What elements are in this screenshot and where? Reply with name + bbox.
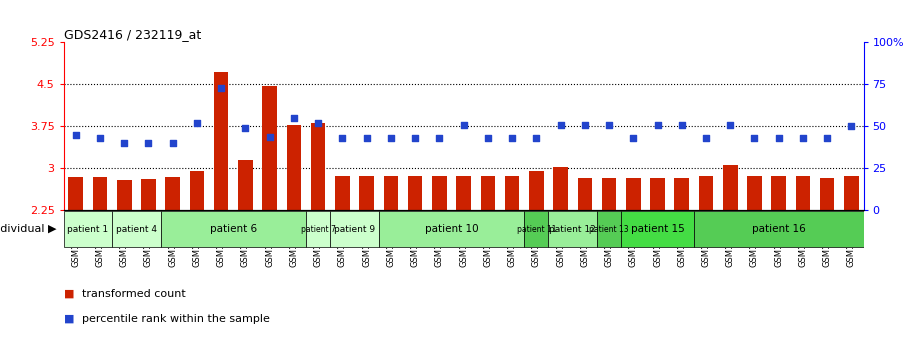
Text: individual ▶: individual ▶ (0, 224, 56, 234)
Point (311, 120, 325, 126)
Point (626, 135, 641, 141)
Bar (214, 72, 228, 211)
Text: transformed count: transformed count (82, 289, 185, 299)
Point (384, 135, 398, 141)
Bar (456, 176, 471, 211)
Bar (311, 122, 325, 211)
Bar (384, 176, 398, 211)
Point (699, 135, 714, 141)
Bar (64, 211, 112, 247)
Point (165, 141, 180, 146)
Bar (524, 211, 548, 247)
Bar (330, 211, 379, 247)
Point (190, 120, 205, 126)
Text: patient 13: patient 13 (589, 225, 629, 234)
Point (747, 135, 762, 141)
Bar (723, 165, 737, 211)
Text: patient 4: patient 4 (115, 225, 157, 234)
Bar (650, 178, 664, 211)
Bar (165, 177, 180, 211)
Point (844, 124, 859, 129)
Point (650, 122, 664, 128)
Point (408, 135, 423, 141)
Point (238, 125, 253, 131)
Bar (117, 180, 132, 211)
Bar (68, 177, 83, 211)
Bar (432, 176, 446, 211)
Bar (504, 176, 519, 211)
Point (481, 135, 495, 141)
Bar (844, 176, 859, 211)
Point (117, 141, 132, 146)
Point (554, 122, 568, 128)
Text: patient 7: patient 7 (301, 225, 335, 234)
Bar (554, 167, 568, 211)
Bar (112, 211, 161, 247)
Text: patient 11: patient 11 (516, 225, 556, 234)
Point (359, 135, 374, 141)
Point (577, 122, 592, 128)
Point (93, 135, 107, 141)
Point (529, 135, 544, 141)
Point (68, 132, 83, 138)
Text: patient 6: patient 6 (210, 224, 257, 234)
Text: patient 15: patient 15 (631, 224, 684, 234)
Bar (699, 176, 714, 211)
Point (335, 135, 350, 141)
Bar (359, 176, 374, 211)
Point (602, 122, 616, 128)
Bar (263, 86, 277, 211)
Bar (141, 178, 155, 211)
Text: ■: ■ (64, 314, 75, 324)
Bar (408, 176, 423, 211)
Point (286, 115, 301, 121)
Bar (597, 211, 621, 247)
Point (723, 122, 737, 128)
Bar (286, 125, 301, 211)
Point (263, 134, 277, 139)
Bar (820, 178, 834, 211)
Point (674, 122, 689, 128)
Bar (602, 178, 616, 211)
Point (456, 122, 471, 128)
Bar (238, 160, 253, 211)
Bar (674, 178, 689, 211)
Text: patient 16: patient 16 (752, 224, 805, 234)
Text: patient 1: patient 1 (67, 225, 108, 234)
Bar (694, 211, 864, 247)
Bar (481, 176, 495, 211)
Bar (577, 178, 592, 211)
Point (432, 135, 446, 141)
Bar (529, 171, 544, 211)
Bar (747, 176, 762, 211)
Text: patient 12: patient 12 (549, 225, 596, 234)
Point (772, 135, 786, 141)
Bar (161, 211, 306, 247)
Bar (548, 211, 597, 247)
Text: GDS2416 / 232119_at: GDS2416 / 232119_at (64, 28, 201, 41)
Bar (190, 171, 205, 211)
Point (141, 141, 155, 146)
Bar (306, 211, 330, 247)
Text: patient 10: patient 10 (425, 224, 478, 234)
Bar (795, 176, 810, 211)
Point (820, 135, 834, 141)
Bar (626, 178, 641, 211)
Bar (621, 211, 694, 247)
Bar (93, 177, 107, 211)
Bar (772, 176, 786, 211)
Text: percentile rank within the sample: percentile rank within the sample (82, 314, 270, 324)
Bar (379, 211, 524, 247)
Point (795, 135, 810, 141)
Point (214, 85, 228, 91)
Bar (335, 176, 350, 211)
Text: ■: ■ (64, 289, 75, 299)
Text: patient 9: patient 9 (334, 225, 375, 234)
Point (504, 135, 519, 141)
